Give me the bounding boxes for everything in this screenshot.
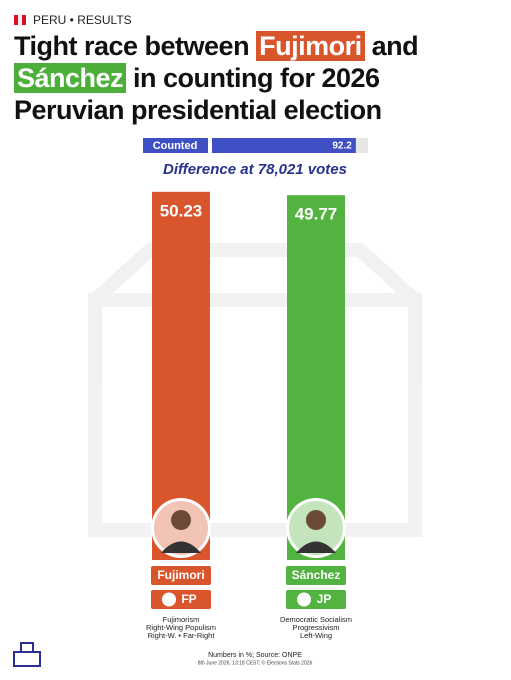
flag-white — [18, 15, 22, 25]
counted-label-box — [143, 138, 208, 153]
value-label: 50.23 — [160, 201, 203, 220]
flag-red — [22, 15, 26, 25]
party-logo — [162, 592, 176, 607]
value-label: 49.77 — [295, 205, 338, 224]
ideology-label: Democratic Socialism — [280, 615, 352, 624]
candidate-body — [296, 541, 336, 553]
ideology-label: Right-W. • Far-Right — [148, 631, 216, 640]
counted-value: 92.2 — [332, 141, 352, 152]
candidate-head — [306, 510, 326, 530]
chart-title: Tight race between Fujimori and Sánchez … — [14, 30, 489, 126]
title-text: and — [364, 31, 419, 61]
flag-red — [14, 15, 18, 25]
title-text: Tight race between — [14, 31, 257, 61]
name-label: Sánchez — [292, 568, 341, 582]
ideology-label: Right-Wing Populism — [146, 623, 216, 632]
title-highlight: Sánchez — [14, 63, 127, 93]
counted-bar — [212, 138, 356, 153]
candidate-body — [161, 541, 201, 553]
ideology-label: Progressivism — [292, 623, 339, 632]
party-label: JP — [317, 592, 332, 606]
name-label: Fujimori — [157, 568, 204, 582]
party-logo — [297, 592, 311, 607]
header: PERU • RESULTS — [33, 13, 132, 27]
name-tag — [151, 566, 211, 585]
title-text: in counting for 2026 Peruvian presidenti… — [14, 63, 382, 125]
party-label: FP — [181, 592, 196, 606]
ideology-label: Fujimorism — [163, 615, 200, 624]
counted-label: Counted — [153, 140, 198, 152]
candidate-head — [171, 510, 191, 530]
title-highlight: Fujimori — [256, 31, 365, 61]
footnote: Numbers in %; Source: ONPE — [208, 652, 302, 659]
ideology-label: Left-Wing — [300, 631, 332, 640]
credit: 8th June 2026, 13:18 CEST; © Elections S… — [198, 659, 313, 666]
subtitle: Difference at 78,021 votes — [163, 161, 347, 178]
ballot-icon — [13, 642, 41, 667]
background-ballot-box — [88, 243, 422, 537]
name-tag — [286, 566, 346, 585]
